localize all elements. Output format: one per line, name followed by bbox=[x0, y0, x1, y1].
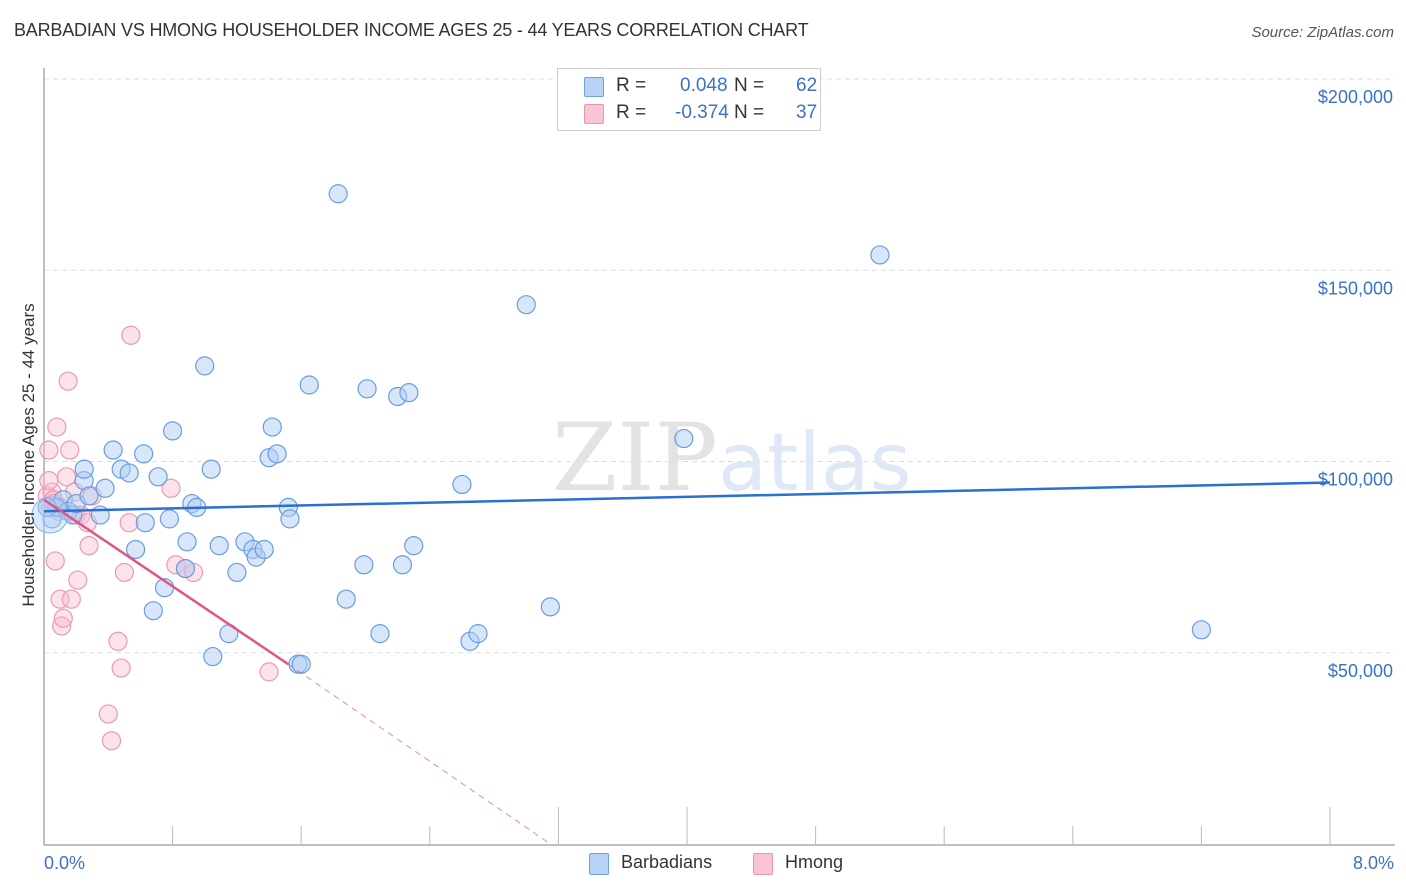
hmong-trend-extrapolation bbox=[288, 663, 551, 845]
y-tick-label: $50,000 bbox=[1328, 661, 1393, 681]
barbadians-swatch bbox=[589, 853, 609, 875]
barbadian-point bbox=[126, 539, 146, 560]
barbadian-point bbox=[452, 474, 472, 495]
trend-lines bbox=[43, 481, 1331, 845]
barbadian-point bbox=[291, 654, 311, 674]
barbadian-points bbox=[31, 184, 1212, 674]
barbadian-point bbox=[143, 601, 163, 621]
y-axis-title: Householder Income Ages 25 - 44 years bbox=[19, 303, 38, 606]
hmong-point bbox=[61, 589, 81, 609]
n-value: 37 bbox=[796, 102, 818, 123]
barbadian-point bbox=[201, 459, 221, 479]
hmong-point bbox=[119, 513, 139, 533]
hmong-point bbox=[58, 371, 78, 391]
source-label: Source: ZipAtlas.com bbox=[1251, 24, 1394, 41]
barbadian-point bbox=[262, 417, 282, 437]
hmong-point bbox=[39, 471, 59, 491]
hmong-point bbox=[259, 662, 279, 682]
hmong-point bbox=[101, 731, 122, 751]
x-axis-min-label: 0.0% bbox=[44, 853, 86, 873]
barbadian-point bbox=[674, 428, 694, 449]
barbadian-point bbox=[227, 562, 247, 583]
barbadian-point bbox=[254, 539, 274, 560]
barbadian-point bbox=[280, 509, 300, 529]
correlation-legend: R = 0.048 N = 62 R = -0.374 N = 37 bbox=[557, 68, 821, 131]
hmong-point bbox=[45, 551, 65, 571]
axes bbox=[43, 68, 1395, 846]
r-value: -0.374 bbox=[675, 102, 729, 123]
barbadian-point bbox=[134, 444, 154, 464]
hmong-point bbox=[52, 616, 72, 636]
barbadian-point bbox=[203, 646, 223, 667]
hmong-point bbox=[47, 417, 67, 437]
barbadian-point bbox=[267, 444, 287, 464]
barbadian-point bbox=[79, 486, 99, 506]
watermark-zip: ZIP bbox=[552, 404, 718, 513]
barbadian-point bbox=[399, 383, 419, 403]
chart-title: BARBADIAN VS HMONG HOUSEHOLDER INCOME AG… bbox=[14, 20, 809, 40]
barbadian-point bbox=[163, 421, 183, 441]
barbadian-point bbox=[404, 536, 424, 556]
n-label: N = bbox=[734, 102, 765, 123]
hmong-point bbox=[60, 440, 80, 460]
y-tick-label: $100,000 bbox=[1318, 470, 1393, 490]
barbadians-swatch bbox=[584, 77, 604, 97]
barbadian-point bbox=[357, 379, 377, 399]
r-value: 0.048 bbox=[680, 75, 728, 96]
hmong-point bbox=[114, 562, 134, 583]
barbadian-point bbox=[516, 295, 536, 315]
y-tick-label: $200,000 bbox=[1318, 87, 1393, 107]
n-value: 62 bbox=[796, 75, 818, 96]
barbadian-point bbox=[95, 478, 115, 498]
barbadian-point bbox=[328, 184, 348, 204]
r-label: R = bbox=[616, 102, 647, 123]
barbadian-point bbox=[177, 532, 197, 552]
hmong-point bbox=[39, 440, 59, 460]
hmong-swatch bbox=[753, 853, 773, 875]
legend-label: Barbadians bbox=[621, 852, 713, 872]
legend-label: Hmong bbox=[785, 852, 844, 872]
barbadian-point bbox=[392, 555, 413, 575]
hmong-point bbox=[161, 478, 181, 498]
hmong-point bbox=[98, 704, 118, 724]
gridlines bbox=[44, 78, 1395, 654]
barbadian-point bbox=[159, 509, 179, 529]
hmong-point bbox=[53, 608, 73, 628]
hmong-point bbox=[111, 658, 131, 678]
barbadian-point bbox=[540, 597, 560, 617]
barbadian-point bbox=[354, 555, 374, 575]
barbadian-point bbox=[195, 356, 215, 376]
barbadian-point bbox=[175, 558, 196, 579]
barbadian-point bbox=[370, 624, 390, 644]
y-tick-labels: $50,000 $100,000 $150,000 $200,000 bbox=[1318, 87, 1393, 681]
barbadian-point bbox=[103, 440, 123, 460]
barbadian-point bbox=[135, 513, 155, 533]
hmong-point bbox=[121, 325, 141, 345]
r-label: R = bbox=[616, 75, 647, 96]
barbadian-point bbox=[299, 375, 319, 395]
barbadian-point bbox=[468, 624, 488, 644]
x-axis-max-label: 8.0% bbox=[1352, 853, 1394, 873]
barbadian-point bbox=[870, 245, 890, 265]
hmong-point bbox=[50, 589, 70, 609]
barbadian-point bbox=[209, 536, 229, 556]
barbadian-point bbox=[1191, 620, 1212, 640]
barbadian-point bbox=[119, 463, 139, 483]
barbadian-point bbox=[336, 589, 356, 609]
barbadian-point bbox=[74, 459, 94, 479]
hmong-trend-line bbox=[43, 498, 290, 666]
barbadian-trend-line bbox=[43, 481, 1331, 513]
hmong-swatch bbox=[584, 104, 604, 124]
barbadian-point bbox=[148, 467, 168, 487]
n-label: N = bbox=[734, 75, 765, 96]
hmong-point bbox=[68, 570, 88, 590]
hmong-point bbox=[108, 631, 128, 651]
hmong-point bbox=[79, 536, 99, 556]
y-tick-label: $150,000 bbox=[1318, 278, 1393, 298]
